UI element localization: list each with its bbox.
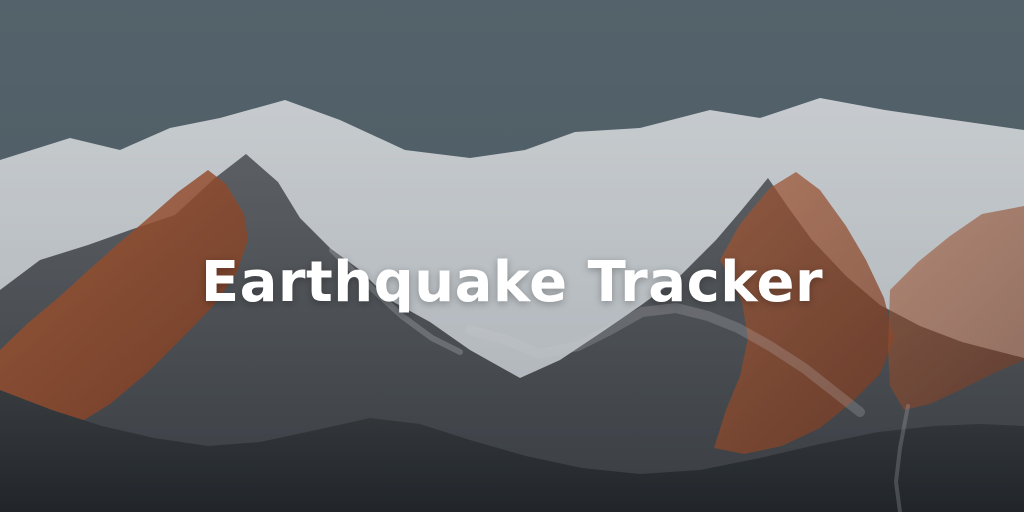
snow-gully-left: [329, 247, 463, 355]
alpenglow-left-face: [0, 170, 248, 460]
page-title: Earthquake Tracker: [200, 249, 824, 315]
snow-gully-right: [893, 404, 910, 512]
alpenglow-far-right-face: [888, 206, 1024, 410]
alpenglow-right-face: [714, 172, 894, 454]
foreground-slopes: [0, 390, 1024, 512]
snow-valley: [465, 302, 865, 417]
